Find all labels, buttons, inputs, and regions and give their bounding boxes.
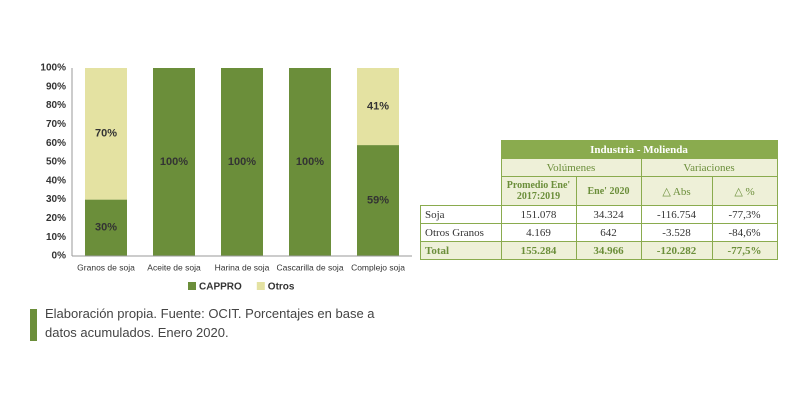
caption: Elaboración propia. Fuente: OCIT. Porcen… bbox=[45, 306, 375, 340]
legend-label: CAPPRO bbox=[199, 282, 242, 293]
cell: 642 bbox=[575, 223, 642, 242]
cell: -116.754 bbox=[640, 205, 713, 224]
cell: -120.282 bbox=[640, 241, 713, 260]
cell: -77,3% bbox=[711, 205, 778, 224]
y-tick-label: 0% bbox=[52, 251, 67, 262]
bar-segment bbox=[221, 68, 263, 256]
bar-segment bbox=[289, 68, 331, 256]
y-tick-label: 80% bbox=[46, 100, 66, 111]
y-tick-label: 10% bbox=[46, 232, 66, 243]
column-header: Ene' 2020 bbox=[575, 176, 642, 206]
cell: 151.078 bbox=[500, 205, 577, 224]
cell: 34.324 bbox=[575, 205, 642, 224]
table-group: Variaciones bbox=[640, 158, 778, 177]
y-tick-label: 60% bbox=[46, 138, 66, 149]
y-tick-label: 50% bbox=[46, 157, 66, 168]
y-tick-label: 90% bbox=[46, 81, 66, 92]
legend-label: Otros bbox=[268, 282, 295, 293]
data-label: 100% bbox=[160, 156, 188, 168]
bar-segment bbox=[85, 68, 127, 200]
x-tick-label: Cascarilla de soja bbox=[276, 262, 343, 272]
bar-segment bbox=[357, 145, 399, 256]
x-tick-label: Granos de soja bbox=[77, 262, 135, 272]
cell: 4.169 bbox=[500, 223, 577, 242]
legend-swatch bbox=[188, 282, 196, 290]
data-label: 70% bbox=[95, 128, 117, 140]
cell: 34.966 bbox=[575, 241, 642, 260]
y-tick-label: 100% bbox=[40, 63, 66, 74]
cell: -3.528 bbox=[640, 223, 713, 242]
table-title: Industria - Molienda bbox=[500, 140, 778, 159]
cell: 155.284 bbox=[500, 241, 577, 260]
table-group: Volúmenes bbox=[500, 158, 642, 177]
y-tick-label: 20% bbox=[46, 213, 66, 224]
cell: Soja bbox=[420, 205, 502, 224]
bar-segment bbox=[85, 199, 127, 256]
data-label: 30% bbox=[95, 222, 117, 234]
cell: -84,6% bbox=[711, 223, 778, 242]
y-tick-label: 70% bbox=[46, 119, 66, 130]
data-label: 100% bbox=[296, 156, 324, 168]
column-header: Promedio Ene' 2017:2019 bbox=[500, 176, 577, 206]
bar-segment bbox=[153, 68, 195, 256]
cell: -77,5% bbox=[711, 241, 778, 260]
legend-swatch bbox=[256, 282, 265, 290]
data-label: 41% bbox=[367, 100, 389, 112]
x-tick-label: Harina de soja bbox=[215, 262, 270, 272]
column-header: △ % bbox=[711, 176, 778, 206]
data-label: 59% bbox=[367, 194, 389, 206]
cell: Total bbox=[420, 241, 502, 260]
data-table: Industria - Molienda Volúmenes Variacione… bbox=[420, 140, 778, 260]
x-tick-label: Complejo soja bbox=[351, 262, 405, 272]
bar-segment bbox=[357, 68, 399, 146]
x-tick-label: Aceite de soja bbox=[147, 262, 201, 272]
caption-marker bbox=[30, 309, 37, 341]
data-label: 100% bbox=[228, 156, 256, 168]
y-tick-label: 40% bbox=[46, 175, 66, 186]
y-tick-label: 30% bbox=[46, 194, 66, 205]
cell: Otros Granos bbox=[420, 223, 502, 242]
column-header: △ Abs bbox=[640, 176, 713, 206]
